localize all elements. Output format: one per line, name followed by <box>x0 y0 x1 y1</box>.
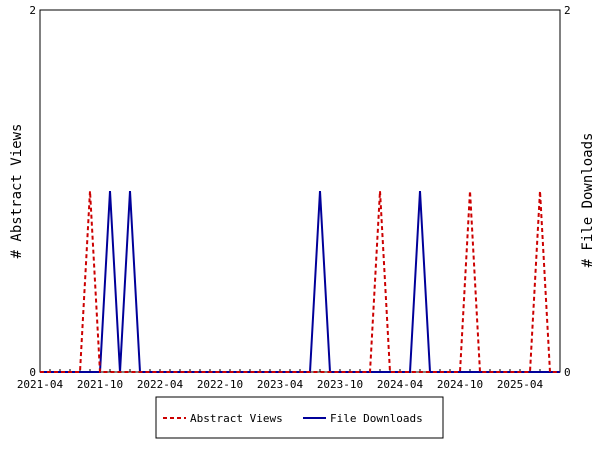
x-tick-label: 2024-04 <box>377 378 424 391</box>
y-axis-right-title: # File Downloads <box>580 133 596 268</box>
legend-label-file-downloads: File Downloads <box>330 412 423 425</box>
y-right-tick-bottom: 0 <box>564 366 571 379</box>
x-tick-label: 2022-04 <box>137 378 184 391</box>
x-tick-label: 2023-10 <box>317 378 363 391</box>
legend-box <box>155 396 444 439</box>
y-left-tick-top: 2 <box>29 4 36 17</box>
y-left-tick-bottom: 0 <box>29 366 36 379</box>
legend-label-abstract-views: Abstract Views <box>190 412 283 425</box>
x-tick-label: 2021-10 <box>77 378 123 391</box>
y-axis-left-title: # Abstract Views <box>9 124 25 259</box>
series-line-abstract-views <box>40 190 560 373</box>
x-tick-label: 2022-10 <box>197 378 243 391</box>
x-tick-label: 2023-04 <box>257 378 304 391</box>
y-right-tick-top: 2 <box>564 4 571 17</box>
x-axis-tick-labels: 2021-04 2021-10 2022-04 2022-10 2023-04 2023-… <box>17 378 544 391</box>
series-line-file-downloads <box>40 190 560 373</box>
legend: Abstract Views File Downloads <box>155 396 444 439</box>
x-tick-label: 2021-04 <box>17 378 64 391</box>
x-tick-label: 2024-10 <box>437 378 483 391</box>
x-tick-label: 2025-04 <box>497 378 544 391</box>
